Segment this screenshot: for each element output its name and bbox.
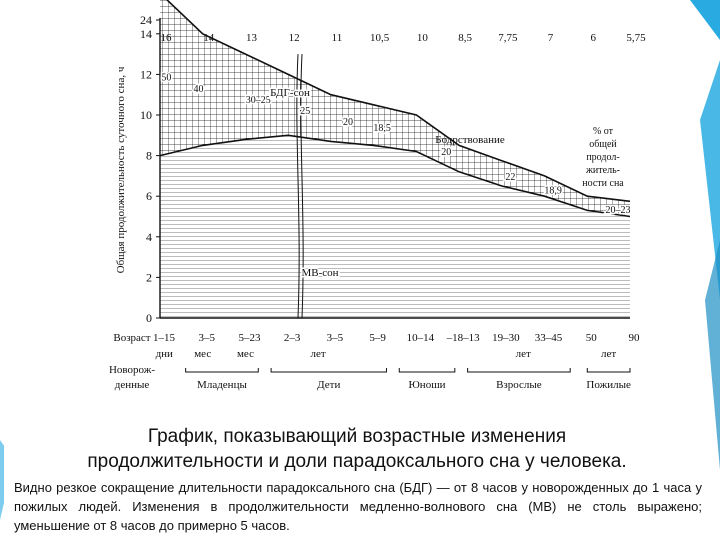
age-group-label: Юноши — [409, 379, 446, 391]
rem-percent-label: 18,5 — [373, 123, 391, 134]
age-tick-label: 5–23 — [238, 332, 261, 344]
total-sleep-label: 11 — [332, 32, 343, 44]
rem-percent-label: 30–25 — [246, 95, 271, 106]
age-group-bracket — [270, 368, 387, 373]
age-tick-label: 5–9 — [369, 332, 386, 344]
y-tick-label: 10 — [140, 108, 152, 122]
age-unit-label: дни — [156, 348, 173, 360]
age-tick-label: 50 — [586, 332, 598, 344]
age-tick-label: –18–13 — [446, 332, 481, 344]
total-sleep-label: 13 — [246, 32, 258, 44]
total-sleep-label: 7,75 — [498, 32, 518, 44]
accent-triangle-right-mid — [700, 60, 720, 300]
age-unit-label: лет — [516, 348, 531, 360]
age-unit-label: лет — [601, 348, 616, 360]
total-sleep-label: 14 — [203, 32, 215, 44]
age-tick-label: 3–5 — [198, 332, 215, 344]
annotation-rem-percent-note: % от — [593, 126, 614, 137]
sleep-chart: 024681012141624Общая продолжительность с… — [109, 0, 646, 391]
label-wakefulness: Бодрствование — [435, 134, 505, 146]
nrem-sleep-line — [159, 134, 631, 218]
y-axis-title: Общая продолжительность суточного сна, ч — [115, 66, 127, 273]
y-tick-label: 14 — [140, 27, 152, 41]
total-sleep-label: 12 — [289, 32, 300, 44]
accent-triangle-right-low — [705, 240, 720, 470]
rem-percent-label: 22 — [505, 172, 515, 183]
annotation-rem-percent-note: ности сна — [582, 178, 624, 189]
y-tick-label: 8 — [146, 149, 152, 163]
caption-title: График, показывающий возрастные изменени… — [4, 424, 710, 474]
age-group-bracket — [398, 368, 456, 373]
age-group-label-newborn: Новорож- — [109, 364, 155, 376]
age-group-bracket — [467, 368, 571, 373]
total-sleep-line — [165, 0, 631, 203]
x-label-prefix: Возраст — [113, 332, 150, 344]
total-sleep-label: 7 — [548, 32, 554, 44]
caption-body: Видно резкое сокращение длительности пар… — [14, 480, 702, 533]
age-unit-label: мес — [237, 348, 254, 360]
rem-percent-label: 18,9 — [544, 186, 562, 197]
caption-box: График, показывающий возрастные изменени… — [4, 416, 710, 540]
age-unit-label: лет — [310, 348, 325, 360]
caption-title-line1: График, показывающий возрастные изменени… — [147, 426, 567, 447]
age-unit-label: мес — [194, 348, 211, 360]
total-sleep-label: 10 — [417, 32, 429, 44]
age-tick-label: 2–3 — [284, 332, 301, 344]
total-sleep-label: 10,5 — [370, 32, 390, 44]
label-nrem-sleep: МВ-сон — [301, 267, 338, 279]
label-rem-sleep: БДГ-сон — [270, 87, 310, 99]
rem-percent-label: 20–23 — [606, 205, 631, 216]
rem-percent-label: 20 — [343, 117, 353, 128]
rem-percent-label: 50 — [161, 73, 171, 84]
total-sleep-label: 5,75 — [626, 32, 646, 44]
y-tick-label: 2 — [146, 270, 152, 284]
chart-plot-area: 024681012141624Общая продолжительность с… — [109, 0, 646, 391]
annotation-rem-percent-note: житель- — [585, 165, 620, 176]
age-group-label-newborn: денные — [115, 379, 150, 391]
accent-triangle-right-top — [690, 0, 720, 40]
age-tick-label: 1–15 — [153, 332, 176, 344]
age-group-bracket — [185, 368, 259, 373]
axis-break-mark — [296, 54, 300, 319]
age-group-label: Пожилые — [586, 379, 631, 391]
annotation-rem-percent-note: продол- — [586, 152, 619, 163]
age-tick-label: 3–5 — [327, 332, 344, 344]
age-tick-label: 10–14 — [407, 332, 435, 344]
age-tick-label: 19–30 — [492, 332, 520, 344]
age-tick-label: 90 — [629, 332, 641, 344]
y-tick-label: 6 — [146, 189, 152, 203]
age-group-bracket — [586, 368, 631, 373]
age-tick-label: 33–45 — [535, 332, 563, 344]
annotation-rem-percent-note: общей — [589, 139, 617, 150]
rem-percent-label: 40 — [193, 84, 203, 95]
nrem-area — [160, 135, 630, 318]
axis-break-mark — [300, 54, 304, 319]
rem-percent-label: 20 — [441, 147, 451, 158]
rem-percent-label: 25 — [300, 106, 310, 117]
y-tick-label: 24 — [140, 13, 152, 27]
y-tick-label: 0 — [146, 311, 152, 325]
age-group-label: Младенцы — [197, 379, 247, 391]
y-tick-label: 12 — [140, 67, 152, 81]
total-sleep-label: 16 — [161, 32, 173, 44]
y-tick-label: 4 — [146, 230, 152, 244]
total-sleep-label: 8,5 — [458, 32, 472, 44]
caption-title-line2: продолжительности и доли парадоксального… — [87, 451, 627, 472]
total-sleep-label: 6 — [591, 32, 597, 44]
age-group-label: Дети — [317, 379, 340, 391]
age-group-label: Взрослые — [496, 379, 542, 391]
